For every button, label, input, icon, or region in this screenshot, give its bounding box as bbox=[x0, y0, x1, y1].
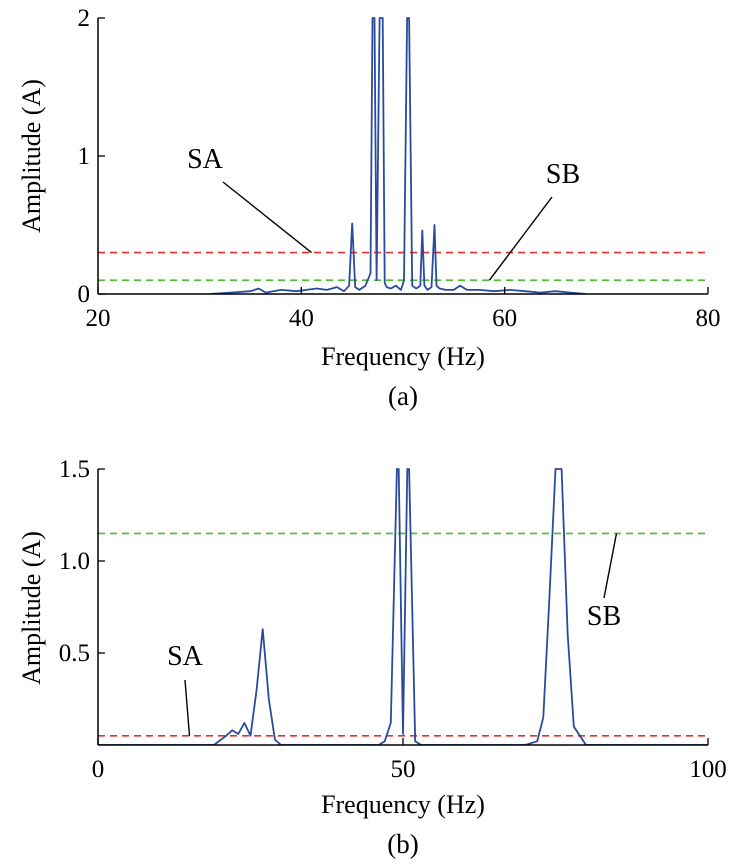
panel-a-caption: (a) bbox=[388, 381, 418, 411]
panel-a-annotation-sa-label: SA bbox=[187, 144, 224, 175]
panel-b-y-tick-label: 1.0 bbox=[59, 548, 90, 575]
panel-b-x-tick-label: 50 bbox=[391, 756, 416, 783]
panel-a: 20 40 60 80 0 1 2 Frequency (Hz) Amplitude (A) (a… bbox=[17, 5, 721, 411]
panel-b-annotation-sb-leader bbox=[603, 533, 618, 599]
panel-a-y-tick-label: 0 bbox=[78, 281, 91, 308]
panel-b-caption: (b) bbox=[387, 829, 418, 859]
panel-b-series-line bbox=[98, 468, 708, 745]
panel-a-annotation-sb-label: SB bbox=[546, 159, 580, 190]
panel-b-annotation-sa-label: SA bbox=[167, 641, 204, 672]
panel-a-series-line bbox=[209, 17, 587, 294]
panel-a-y-tick-label: 2 bbox=[78, 5, 91, 32]
panel-a-x-tick-label: 60 bbox=[492, 305, 517, 332]
panel-b-x-tick-label: 0 bbox=[92, 756, 105, 783]
panel-a-x-axis-label: Frequency (Hz) bbox=[321, 342, 485, 371]
panel-b-y-tick-label: 1.5 bbox=[59, 456, 90, 483]
panel-b-annotation-sb-label: SB bbox=[587, 601, 621, 632]
panel-b-x-tick-label: 100 bbox=[689, 756, 727, 783]
panel-b-y-axis-label: Amplitude (A) bbox=[17, 531, 46, 685]
panel-b-annotation-sa-leader bbox=[184, 679, 191, 736]
panel-b-y-tick-label: 0.5 bbox=[59, 640, 90, 667]
panel-a-annotation-sb-leader bbox=[488, 196, 553, 281]
panel-a-x-tick-label: 80 bbox=[696, 305, 721, 332]
panel-a-y-axis-label: Amplitude (A) bbox=[17, 79, 46, 233]
panel-a-annotation-sa-leader bbox=[222, 181, 312, 254]
panel-a-x-tick-label: 40 bbox=[289, 305, 314, 332]
panel-a-x-tick-label: 20 bbox=[86, 305, 111, 332]
panel-b-x-axis-label: Frequency (Hz) bbox=[321, 790, 485, 819]
panel-b: 0 50 100 0.5 1.0 1.5 Frequency (Hz) Amplitude (… bbox=[17, 456, 727, 859]
panel-a-y-tick-label: 1 bbox=[78, 143, 91, 170]
